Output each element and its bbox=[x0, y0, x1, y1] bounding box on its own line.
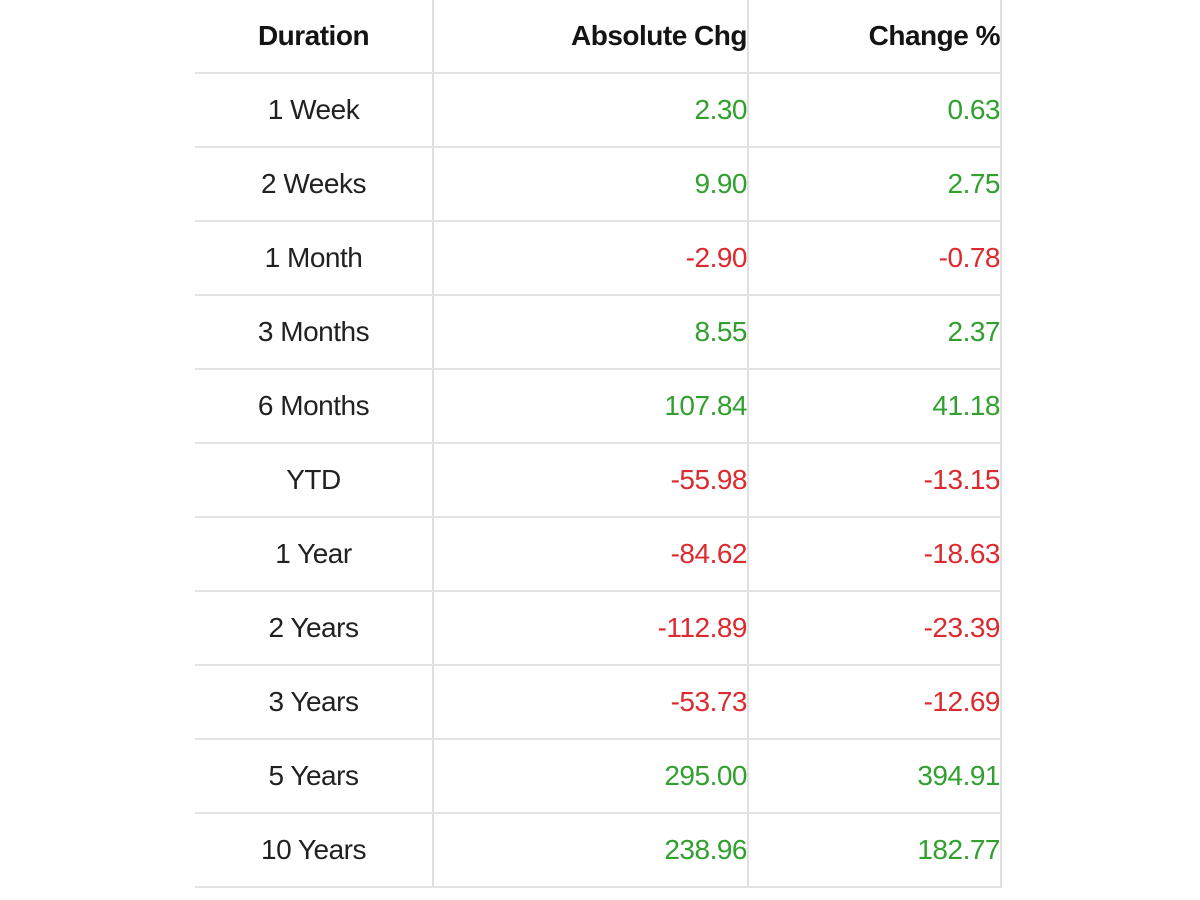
table-row: 3 Months 8.55 2.37 bbox=[195, 295, 1002, 370]
value: -55.98 bbox=[670, 464, 748, 495]
table-row: 5 Years 295.00 394.91 bbox=[195, 739, 1002, 814]
value: -53.73 bbox=[670, 686, 748, 717]
value: 238.96 bbox=[664, 834, 747, 865]
value: -23.39 bbox=[923, 612, 1001, 643]
value: -0.78 bbox=[938, 242, 1001, 273]
duration-cell: YTD bbox=[195, 443, 433, 518]
change-pct-cell: 2.37 bbox=[747, 295, 1002, 370]
value: 2.30 bbox=[694, 94, 748, 125]
value: 295.00 bbox=[664, 760, 747, 791]
value: 9.90 bbox=[694, 168, 748, 199]
absolute-chg-cell: 107.84 bbox=[432, 369, 748, 444]
table-row: 1 Month -2.90 -0.78 bbox=[195, 221, 1002, 296]
value: -2.90 bbox=[685, 242, 748, 273]
performance-table: Duration Absolute Chg Change % 1 Week 2.… bbox=[195, 0, 1002, 888]
change-pct-cell: 182.77 bbox=[747, 813, 1002, 888]
change-pct-cell: -23.39 bbox=[747, 591, 1002, 666]
value: 2.75 bbox=[947, 168, 1001, 199]
value: 182.77 bbox=[917, 834, 1000, 865]
duration-cell: 6 Months bbox=[195, 369, 433, 444]
duration-cell: 10 Years bbox=[195, 813, 433, 888]
change-pct-cell: 0.63 bbox=[747, 73, 1002, 148]
header-row: Duration Absolute Chg Change % bbox=[195, 0, 1002, 74]
duration-cell: 1 Month bbox=[195, 221, 433, 296]
performance-table-container: Duration Absolute Chg Change % 1 Week 2.… bbox=[195, 0, 1002, 888]
column-header-change-pct: Change % bbox=[747, 0, 1002, 74]
table-row: 10 Years 238.96 182.77 bbox=[195, 813, 1002, 888]
change-pct-cell: 2.75 bbox=[747, 147, 1002, 222]
table-row: 2 Weeks 9.90 2.75 bbox=[195, 147, 1002, 222]
table-row: 1 Year -84.62 -18.63 bbox=[195, 517, 1002, 592]
duration-cell: 1 Year bbox=[195, 517, 433, 592]
change-pct-cell: 394.91 bbox=[747, 739, 1002, 814]
absolute-chg-cell: 238.96 bbox=[432, 813, 748, 888]
value: -12.69 bbox=[923, 686, 1001, 717]
value: 0.63 bbox=[947, 94, 1001, 125]
absolute-chg-cell: -84.62 bbox=[432, 517, 748, 592]
duration-cell: 2 Weeks bbox=[195, 147, 433, 222]
absolute-chg-cell: 295.00 bbox=[432, 739, 748, 814]
change-pct-cell: -13.15 bbox=[747, 443, 1002, 518]
duration-cell: 2 Years bbox=[195, 591, 433, 666]
column-header-absolute-chg: Absolute Chg bbox=[432, 0, 748, 74]
duration-cell: 3 Years bbox=[195, 665, 433, 740]
table-row: 2 Years -112.89 -23.39 bbox=[195, 591, 1002, 666]
duration-cell: 1 Week bbox=[195, 73, 433, 148]
change-pct-cell: -18.63 bbox=[747, 517, 1002, 592]
absolute-chg-cell: -55.98 bbox=[432, 443, 748, 518]
table-row: 3 Years -53.73 -12.69 bbox=[195, 665, 1002, 740]
change-pct-cell: -12.69 bbox=[747, 665, 1002, 740]
value: 107.84 bbox=[664, 390, 747, 421]
value: -112.89 bbox=[657, 612, 748, 643]
absolute-chg-cell: 2.30 bbox=[432, 73, 748, 148]
value: -13.15 bbox=[923, 464, 1001, 495]
table-row: 1 Week 2.30 0.63 bbox=[195, 73, 1002, 148]
change-pct-cell: 41.18 bbox=[747, 369, 1002, 444]
table-row: YTD -55.98 -13.15 bbox=[195, 443, 1002, 518]
value: 8.55 bbox=[694, 316, 748, 347]
table-row: 6 Months 107.84 41.18 bbox=[195, 369, 1002, 444]
duration-cell: 5 Years bbox=[195, 739, 433, 814]
absolute-chg-cell: 9.90 bbox=[432, 147, 748, 222]
absolute-chg-cell: -112.89 bbox=[432, 591, 748, 666]
absolute-chg-cell: -2.90 bbox=[432, 221, 748, 296]
duration-cell: 3 Months bbox=[195, 295, 433, 370]
change-pct-cell: -0.78 bbox=[747, 221, 1002, 296]
value: -84.62 bbox=[670, 538, 748, 569]
absolute-chg-cell: -53.73 bbox=[432, 665, 748, 740]
column-header-duration: Duration bbox=[195, 0, 433, 74]
absolute-chg-cell: 8.55 bbox=[432, 295, 748, 370]
value: 394.91 bbox=[917, 760, 1000, 791]
value: 41.18 bbox=[932, 390, 1000, 421]
value: -18.63 bbox=[923, 538, 1001, 569]
value: 2.37 bbox=[947, 316, 1001, 347]
